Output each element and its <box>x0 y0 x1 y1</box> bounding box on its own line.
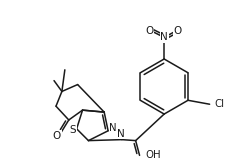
Text: S: S <box>69 125 76 135</box>
Text: O: O <box>53 131 61 141</box>
Text: N: N <box>160 32 168 42</box>
Text: OH: OH <box>145 150 161 160</box>
Text: O: O <box>145 26 153 36</box>
Text: N: N <box>109 123 117 133</box>
Text: Cl: Cl <box>215 99 225 109</box>
Text: N: N <box>117 129 125 139</box>
Text: O: O <box>174 26 182 36</box>
